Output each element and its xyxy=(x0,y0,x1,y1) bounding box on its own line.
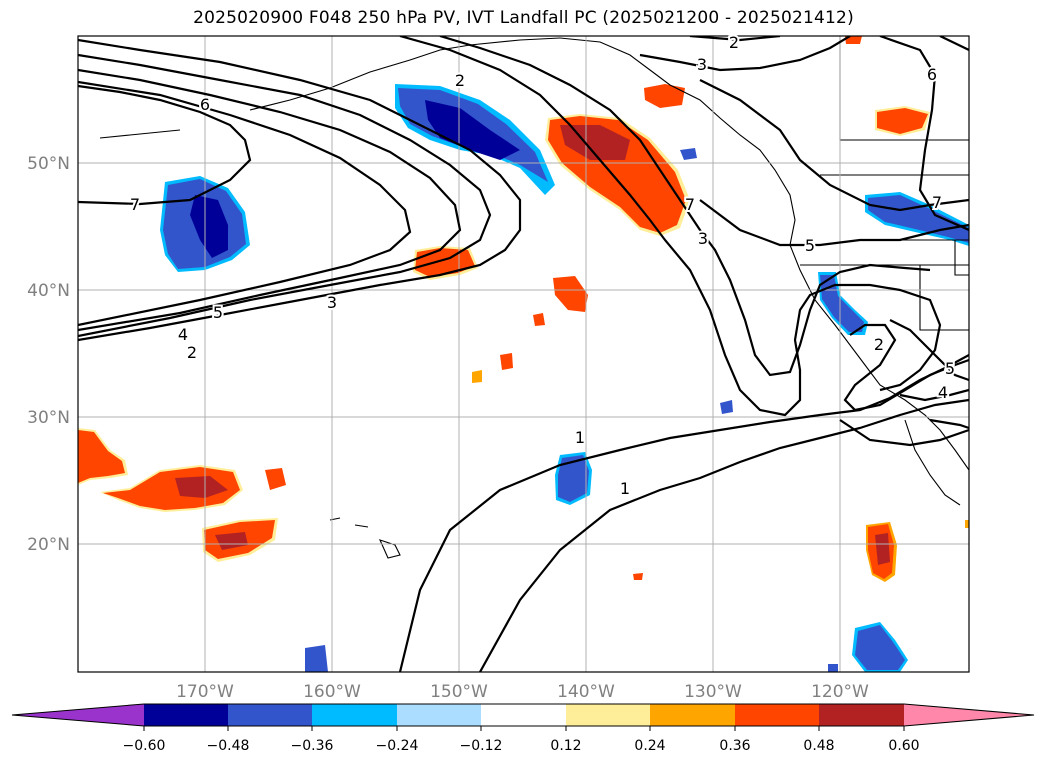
latitude-labels: 50°N 40°N 30°N 20°N xyxy=(27,154,70,555)
colorbar-bin xyxy=(566,704,650,726)
colorbar-bin xyxy=(819,704,904,726)
contour-label: 3 xyxy=(697,55,707,74)
lon-label: 120°W xyxy=(811,682,869,702)
colorbar-tick-label: 0.60 xyxy=(888,738,919,754)
longitude-labels: 170°W 160°W 150°W 140°W 130°W 120°W xyxy=(176,682,869,702)
contour-label: 3 xyxy=(698,229,708,248)
contour-label: 6 xyxy=(927,65,937,84)
contour-label: 4 xyxy=(938,383,948,402)
map-frame xyxy=(77,35,970,673)
contour-label: 2 xyxy=(187,343,197,362)
colorbar-bin xyxy=(312,704,397,726)
colorbar-bin xyxy=(144,704,228,726)
lon-label: 130°W xyxy=(684,682,742,702)
contour-label: 7 xyxy=(130,195,140,214)
contour-label: 7 xyxy=(932,193,942,212)
lat-label: 20°N xyxy=(27,535,70,555)
colorbar-tick-label: 0.36 xyxy=(719,738,750,754)
anomaly-fills xyxy=(78,36,969,672)
contour-label: 5 xyxy=(805,236,815,255)
colorbar-tick-label: −0.48 xyxy=(207,738,250,754)
contour-label: 1 xyxy=(575,428,585,447)
contour-label: 1 xyxy=(620,479,630,498)
contour-label: 2 xyxy=(729,33,739,52)
colorbar-bin xyxy=(228,704,312,726)
colorbar-bin xyxy=(650,704,735,726)
lat-label: 30°N xyxy=(27,408,70,428)
map-area xyxy=(78,36,969,672)
contour-label: 7 xyxy=(685,195,695,214)
colorbar-tick-label: −0.60 xyxy=(123,738,166,754)
ivt-contours xyxy=(78,36,969,672)
colorbar: −0.60 −0.48 −0.36 −0.24 −0.12 0.12 0.24 … xyxy=(11,703,1035,754)
contour-label: 2 xyxy=(455,71,465,90)
contour-label: 2 xyxy=(874,335,884,354)
colorbar-tick-label: 0.24 xyxy=(634,738,665,754)
lat-label: 40°N xyxy=(27,281,70,301)
colorbar-bin xyxy=(397,704,481,726)
lat-label: 50°N xyxy=(27,154,70,174)
contour-label: 3 xyxy=(327,293,337,312)
colorbar-tick-label: −0.12 xyxy=(460,738,503,754)
colorbar-bin xyxy=(735,704,819,726)
colorbar-tick-label: 0.48 xyxy=(803,738,834,754)
lon-label: 160°W xyxy=(303,682,361,702)
colorbar-bin xyxy=(481,704,566,726)
colorbar-tick-label: −0.24 xyxy=(376,738,419,754)
contour-label: 4 xyxy=(178,325,188,344)
contour-label: 5 xyxy=(213,303,223,322)
colorbar-over-arrow xyxy=(904,704,1034,726)
map-title: 2025020900 F048 250 hPa PV, IVT Landfall… xyxy=(193,8,854,28)
colorbar-tick-label: 0.12 xyxy=(550,738,581,754)
lon-label: 140°W xyxy=(557,682,615,702)
lon-label: 150°W xyxy=(430,682,488,702)
contour-label: 6 xyxy=(200,95,210,114)
contour-label: 5 xyxy=(945,359,955,378)
colorbar-under-arrow xyxy=(12,704,144,726)
colorbar-tick-label: −0.36 xyxy=(291,738,334,754)
contour-labels: 2 3 6 7 2 5 3 4 2 7 3 5 6 7 2 5 4 1 1 xyxy=(128,31,957,500)
lon-label: 170°W xyxy=(176,682,234,702)
